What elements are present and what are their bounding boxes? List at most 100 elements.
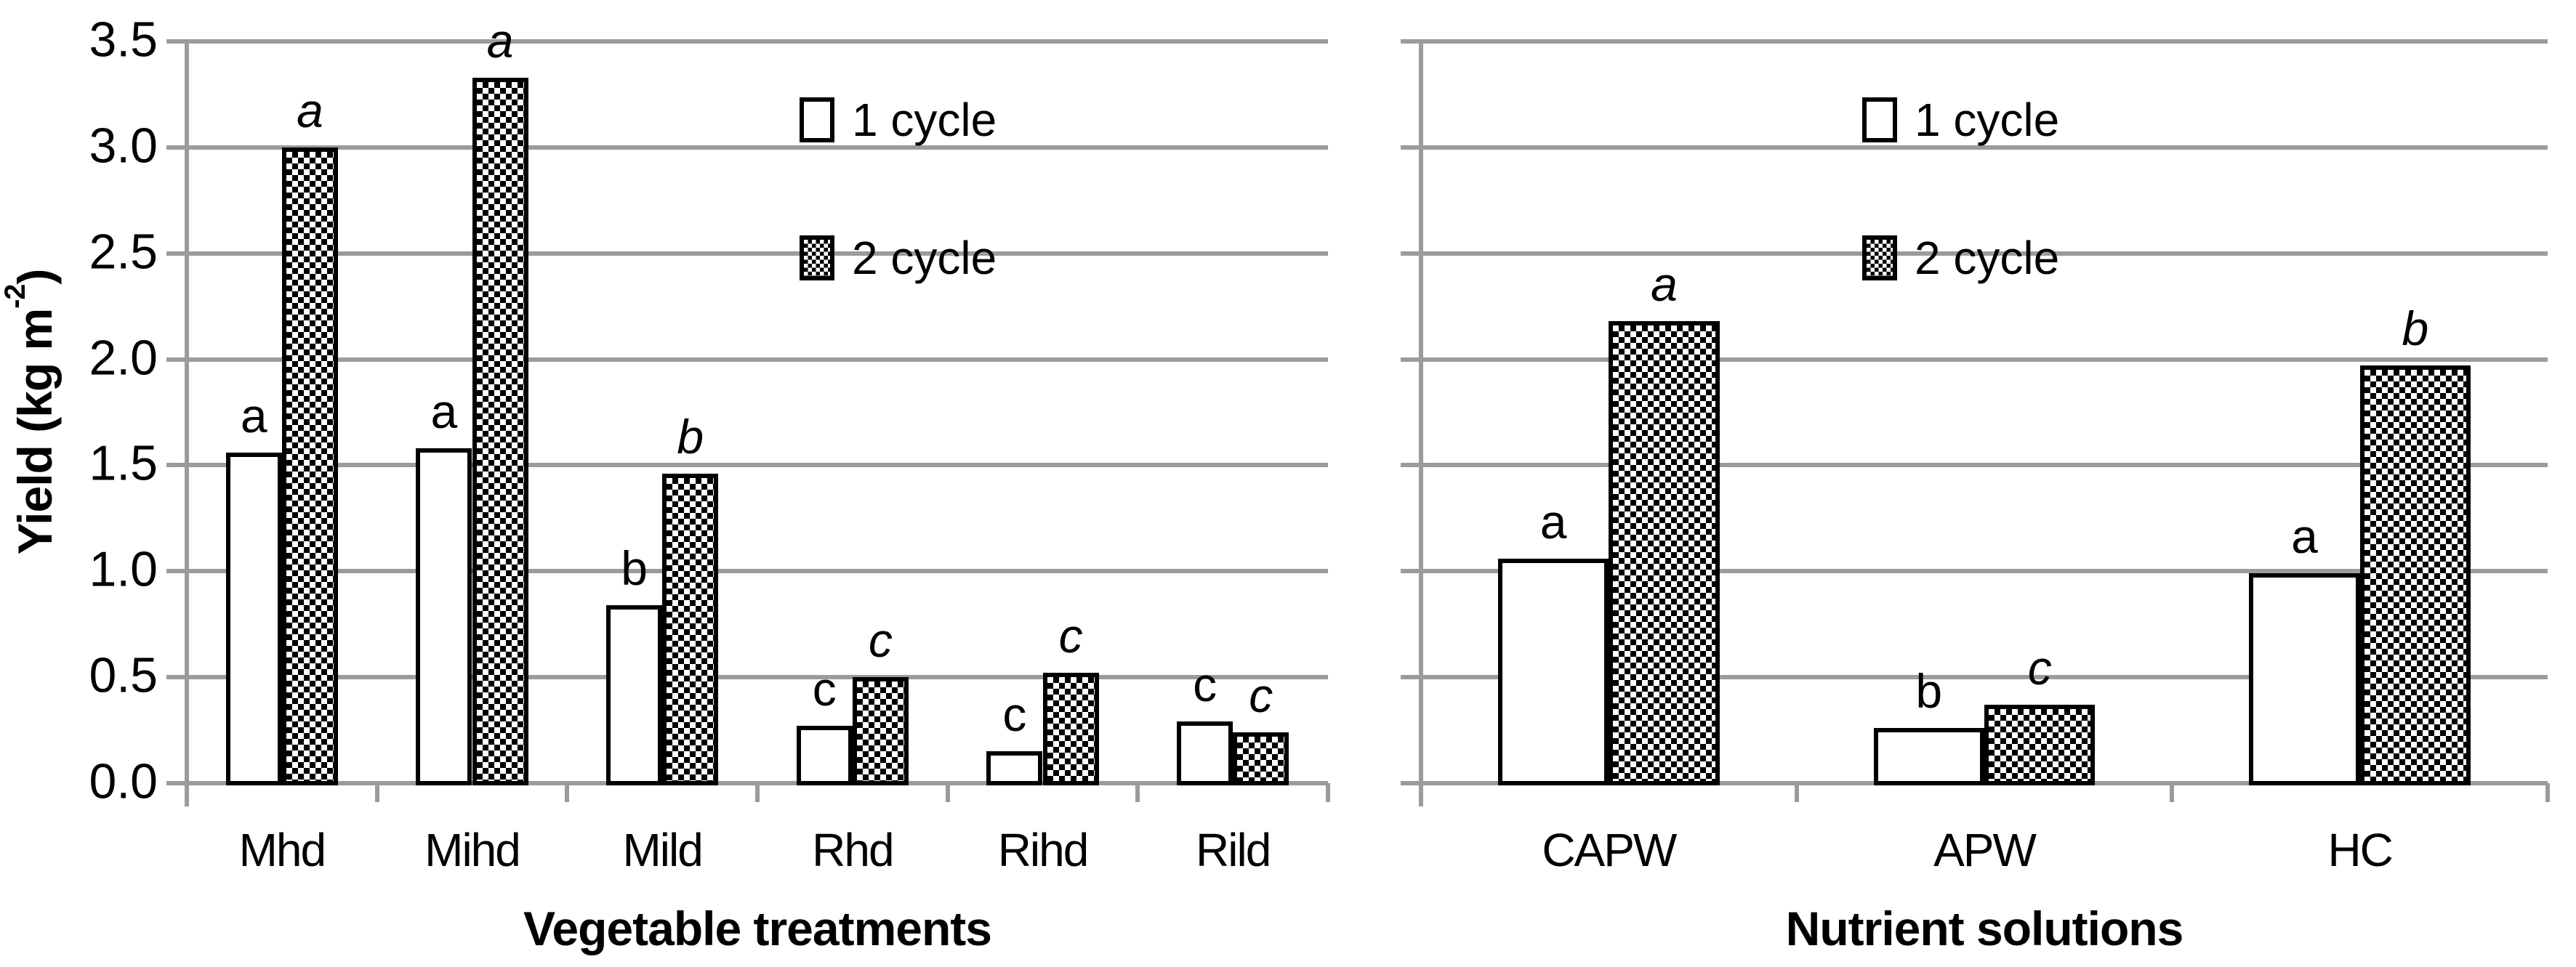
category-label: APW: [1933, 824, 2037, 876]
category-label: Mihd: [424, 824, 521, 876]
x-axis-boundary-tick: [2170, 783, 2175, 802]
bar-1-cycle-HC: [2249, 573, 2360, 785]
y-tick-label: 0.0: [89, 753, 158, 809]
y-axis-tick: [166, 675, 187, 680]
x-axis-boundary-tick: [1326, 783, 1330, 802]
significance-letter: a: [240, 388, 267, 442]
significance-letter: c: [1193, 658, 1217, 712]
legend-right: 1 cycle 2 cycle: [1862, 93, 2059, 285]
category-label: HC: [2327, 824, 2393, 876]
legend-label-1-cycle: 1 cycle: [852, 94, 997, 146]
legend-item-2-cycle: 2 cycle: [1862, 231, 2059, 285]
legend-left: 1 cycle 2 cycle: [800, 93, 997, 285]
legend-item-1-cycle: 1 cycle: [800, 93, 997, 147]
bar-2-cycle-APW: [1984, 705, 2096, 785]
y-axis-tick: [166, 145, 187, 150]
category-label: Mild: [622, 824, 703, 876]
x-axis-boundary-tick: [1419, 783, 1423, 802]
legend-label-1-cycle: 1 cycle: [1915, 94, 2060, 146]
significance-letter: b: [621, 541, 648, 595]
y-tick-label: 3.0: [89, 118, 158, 174]
significance-letter: c: [1002, 687, 1027, 742]
bar-1-cycle-Mild: [605, 604, 663, 785]
y-tick-label: 1.5: [89, 435, 158, 491]
category-label: CAPW: [1542, 824, 1677, 876]
significance-letter: b: [2402, 302, 2429, 356]
bar-1-cycle-Rihd: [986, 751, 1043, 785]
y-tick-label: 0.5: [89, 647, 158, 703]
y-axis-tick: [1401, 39, 1421, 44]
significance-letter: b: [1915, 664, 1943, 719]
significance-letter: b: [677, 410, 704, 464]
gridline: [1421, 357, 2548, 362]
y-axis-title: Yield (kg m-2): [0, 270, 62, 555]
legend-swatch-checker-icon: [800, 235, 834, 280]
bar-2-cycle-Rhd: [852, 677, 909, 785]
y-tick-label: 2.0: [89, 329, 158, 385]
x-axis-boundary-tick: [185, 783, 189, 802]
significance-letter: a: [1539, 494, 1567, 549]
y-tick-label: 2.5: [89, 223, 158, 279]
bar-2-cycle-Mild: [662, 474, 719, 785]
bar-2-cycle-CAPW: [1609, 321, 1720, 785]
y-axis-tick: [166, 781, 187, 785]
bar-1-cycle-CAPW: [1497, 558, 1609, 785]
category-label: Rhd: [812, 824, 894, 876]
gridline: [187, 39, 1328, 44]
bar-2-cycle-HC: [2359, 365, 2471, 785]
y-axis-tick: [166, 39, 187, 44]
bar-1-cycle-Rild: [1176, 721, 1233, 785]
gridline: [187, 569, 1328, 574]
x-axis-boundary-tick: [374, 783, 379, 802]
y-axis-tick: [166, 251, 187, 256]
y-axis-tick: [1401, 251, 1421, 256]
category-label: Rihd: [997, 824, 1090, 876]
y-axis-tick: [1401, 675, 1421, 680]
y-axis-tick: [1401, 145, 1421, 150]
y-axis-tick: [166, 357, 187, 362]
legend-swatch-white-icon: [800, 97, 834, 142]
significance-letter: a: [486, 13, 514, 68]
bar-2-cycle-Rihd: [1042, 673, 1099, 785]
significance-letter: c: [868, 613, 893, 668]
significance-letter: a: [430, 384, 458, 439]
y-axis-tick: [1401, 357, 1421, 362]
x-axis-boundary-tick: [565, 783, 570, 802]
x-axis-boundary-tick: [1135, 783, 1140, 802]
gridline: [187, 357, 1328, 362]
gridline: [1421, 675, 2548, 680]
bar-1-cycle-Mihd: [416, 448, 472, 785]
y-axis-line: [1419, 41, 1423, 806]
x-axis-boundary-tick: [755, 783, 760, 802]
gridline: [187, 145, 1328, 150]
significance-letter: a: [297, 83, 323, 137]
legend-item-2-cycle: 2 cycle: [800, 231, 997, 285]
legend-swatch-checker-icon: [1862, 235, 1897, 280]
y-axis-tick: [1401, 569, 1421, 574]
legend-label-2-cycle: 2 cycle: [1915, 232, 2060, 284]
significance-letter: c: [812, 662, 837, 716]
y-axis-tick: [166, 463, 187, 468]
y-axis-tick: [166, 569, 187, 574]
category-label: Mhd: [238, 824, 326, 876]
gridline: [1421, 145, 2548, 150]
bar-2-cycle-Mhd: [281, 147, 339, 785]
bar-1-cycle-APW: [1873, 728, 1984, 785]
legend-item-1-cycle: 1 cycle: [1862, 93, 2059, 147]
gridline: [187, 251, 1328, 256]
gridline: [187, 675, 1328, 680]
gridline: [1421, 39, 2548, 44]
significance-letter: c: [1249, 668, 1273, 722]
significance-letter: c: [2027, 641, 2052, 695]
gridline: [187, 463, 1328, 468]
x-axis-title-left: Vegetable treatments: [523, 902, 992, 955]
gridline: [1421, 569, 2548, 574]
y-axis-tick: [1401, 463, 1421, 468]
bar-2-cycle-Mihd: [472, 77, 528, 785]
y-axis-title-superscript: -2: [0, 284, 32, 309]
bar-1-cycle-Rhd: [796, 726, 853, 785]
significance-letter: a: [2291, 509, 2318, 564]
bar-1-cycle-Mhd: [225, 452, 282, 785]
y-tick-label: 3.5: [89, 12, 158, 68]
